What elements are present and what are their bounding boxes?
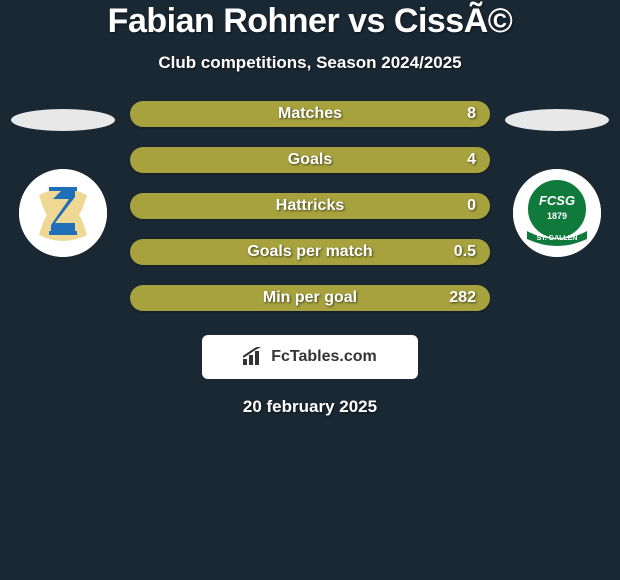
stats-bars: Matches 8 Goals 4 Hattricks 0 Goals per … bbox=[118, 101, 502, 331]
player-silhouette-left bbox=[11, 109, 115, 131]
stat-value: 282 bbox=[449, 289, 476, 307]
club-logo-right: FCSG 1879 ST. GALLEN bbox=[513, 169, 601, 257]
header: Fabian Rohner vs CissÃ© Club competition… bbox=[0, 0, 620, 73]
right-player-column: FCSG 1879 ST. GALLEN bbox=[502, 101, 612, 257]
fcz-crest-icon bbox=[19, 169, 107, 257]
fcsg-crest-icon: FCSG 1879 ST. GALLEN bbox=[513, 169, 601, 257]
brand-text: FcTables.com bbox=[271, 348, 377, 366]
bar-chart-icon bbox=[243, 347, 265, 367]
stat-bar-hattricks: Hattricks 0 bbox=[130, 193, 490, 219]
subtitle: Club competitions, Season 2024/2025 bbox=[0, 53, 620, 73]
stat-bar-matches: Matches 8 bbox=[130, 101, 490, 127]
date-text: 20 february 2025 bbox=[0, 397, 620, 417]
stat-bar-min-per-goal: Min per goal 282 bbox=[130, 285, 490, 311]
stat-label: Goals per match bbox=[247, 243, 372, 261]
brand-box[interactable]: FcTables.com bbox=[202, 335, 418, 379]
svg-text:ST. GALLEN: ST. GALLEN bbox=[537, 235, 578, 242]
svg-text:FCSG: FCSG bbox=[539, 193, 575, 208]
svg-text:1879: 1879 bbox=[547, 211, 567, 221]
comparison-row: Matches 8 Goals 4 Hattricks 0 Goals per … bbox=[0, 101, 620, 331]
club-logo-left bbox=[19, 169, 107, 257]
stat-value: 0.5 bbox=[454, 243, 476, 261]
stat-label: Hattricks bbox=[276, 197, 344, 215]
stat-label: Min per goal bbox=[263, 289, 357, 307]
stat-value: 8 bbox=[467, 105, 476, 123]
stat-label: Matches bbox=[278, 105, 342, 123]
player-silhouette-right bbox=[505, 109, 609, 131]
left-player-column bbox=[8, 101, 118, 257]
stat-bar-goals-per-match: Goals per match 0.5 bbox=[130, 239, 490, 265]
stat-value: 4 bbox=[467, 151, 476, 169]
stat-value: 0 bbox=[467, 197, 476, 215]
stat-label: Goals bbox=[288, 151, 332, 169]
stat-bar-goals: Goals 4 bbox=[130, 147, 490, 173]
page-title: Fabian Rohner vs CissÃ© bbox=[0, 2, 620, 41]
